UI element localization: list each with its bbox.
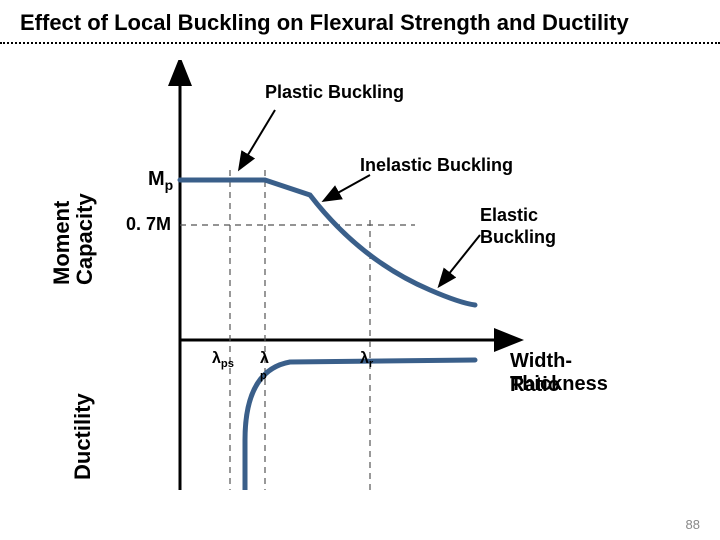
annot-plastic: Plastic Buckling <box>265 82 404 103</box>
yaxis-label-ductility: Ductility <box>70 393 96 480</box>
page-title: Effect of Local Buckling on Flexural Str… <box>20 10 629 36</box>
label-mp: Mp <box>148 168 173 193</box>
annot-inelastic: Inelastic Buckling <box>360 155 513 176</box>
label-lambda-ps: λps <box>212 350 234 370</box>
chart-svg <box>60 60 660 490</box>
arrow-inelastic <box>325 175 370 200</box>
annot-elastic-2: Buckling <box>480 227 556 248</box>
title-underline <box>0 42 720 44</box>
page-number: 88 <box>686 517 700 532</box>
label-lambda-r: λr <box>360 350 373 370</box>
annot-xaxis-2: Ratio <box>510 374 560 397</box>
label-lambda-p: λp <box>260 350 276 370</box>
label-lambda-p-sub: p <box>260 370 267 382</box>
ductility-curve <box>245 360 475 490</box>
arrow-plastic <box>240 110 275 168</box>
annot-elastic-1: Elastic <box>480 205 538 226</box>
arrow-elastic <box>440 235 480 285</box>
label-07m: 0. 7M <box>126 214 171 235</box>
yaxis-label-moment: Moment Capacity <box>50 193 98 285</box>
chart-area: Moment Capacity Ductility Plastic Buckli… <box>60 60 660 490</box>
